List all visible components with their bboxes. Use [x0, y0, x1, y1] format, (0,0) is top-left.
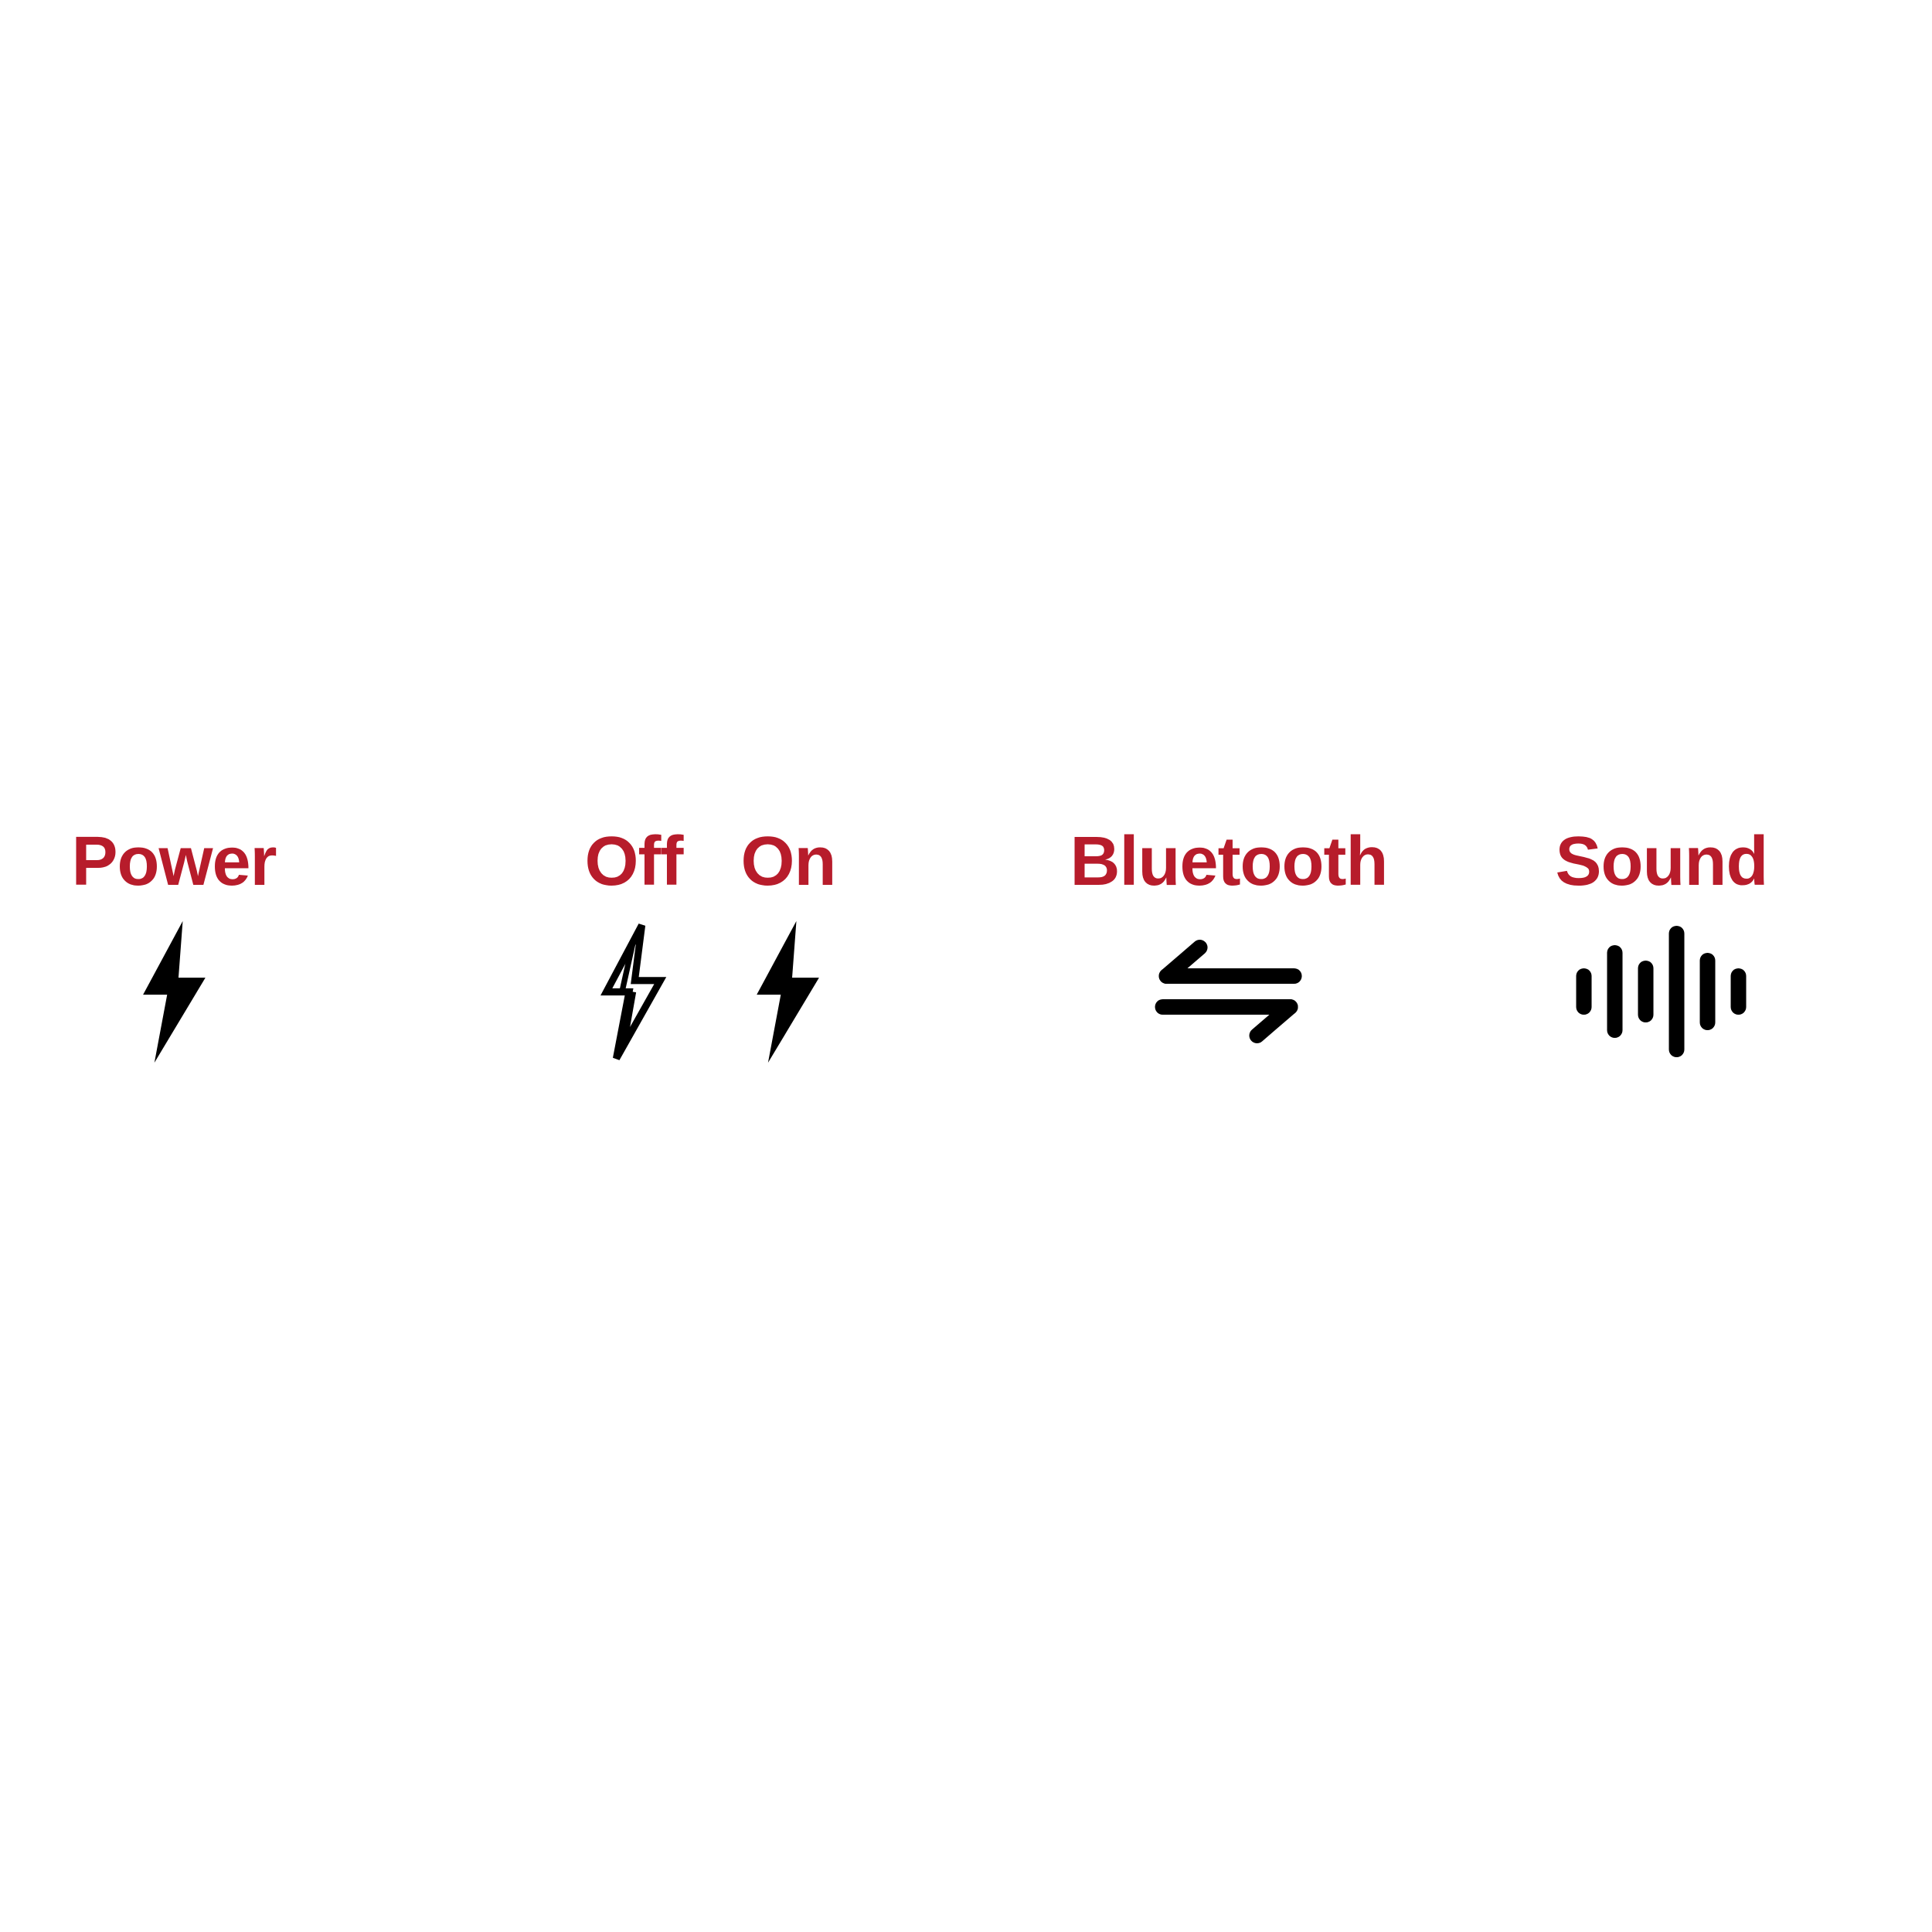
sound-group: Sound: [1556, 827, 1768, 1065]
sound-waveform-icon: [1565, 918, 1758, 1065]
on-group: On: [741, 827, 836, 1065]
lightning-bolt-filled-icon: [746, 918, 831, 1065]
swap-arrows-icon: [1140, 918, 1318, 1065]
sound-label: Sound: [1556, 827, 1768, 896]
off-label: Off: [585, 827, 683, 896]
lightning-bolt-outline-icon: [591, 918, 676, 1065]
bluetooth-group: Bluetooth: [1070, 827, 1388, 1065]
bluetooth-label: Bluetooth: [1070, 827, 1388, 896]
off-group: Off: [585, 827, 683, 1065]
power-group: Power: [71, 827, 276, 1065]
on-label: On: [741, 827, 836, 896]
lightning-bolt-icon: [131, 918, 216, 1065]
power-label: Power: [71, 827, 276, 896]
